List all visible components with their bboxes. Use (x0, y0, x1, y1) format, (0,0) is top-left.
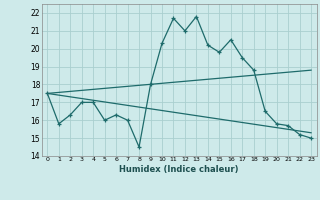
X-axis label: Humidex (Indice chaleur): Humidex (Indice chaleur) (119, 165, 239, 174)
